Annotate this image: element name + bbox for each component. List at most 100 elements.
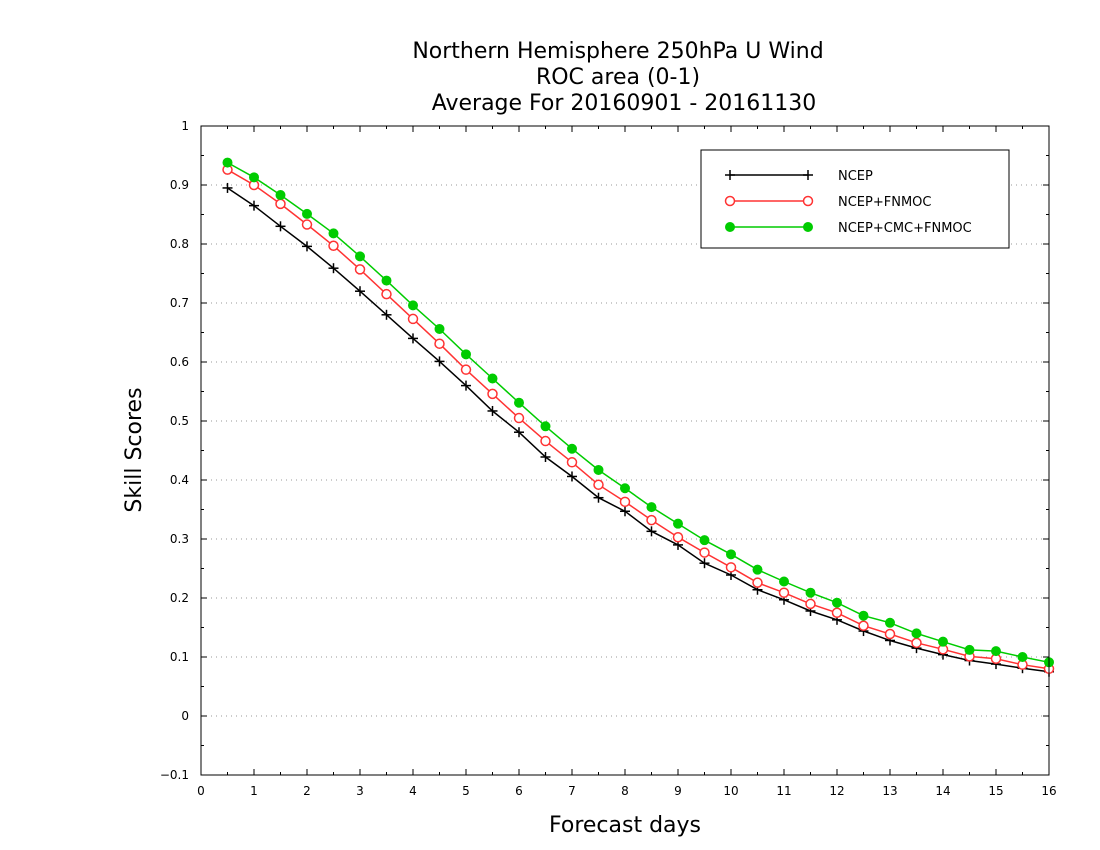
data-point <box>938 636 948 647</box>
y-axis-label: Skill Scores <box>122 387 147 512</box>
chart-title-line-2: ROC area (0-1) <box>536 65 700 90</box>
data-point <box>699 535 710 546</box>
data-point <box>408 300 418 311</box>
y-tick-label: 1 <box>181 119 189 133</box>
y-tick-label: 0.9 <box>170 178 189 192</box>
data-point <box>620 506 630 517</box>
x-tick-label: 15 <box>988 784 1003 798</box>
data-series <box>222 157 1055 677</box>
data-point <box>328 240 339 252</box>
y-tick-label: 0.6 <box>170 355 189 369</box>
data-point <box>593 492 604 503</box>
data-point <box>460 364 472 375</box>
series-ncep-fnmoc <box>222 164 1055 675</box>
y-tick-label: 0.3 <box>170 532 189 546</box>
data-point <box>779 576 789 587</box>
data-point <box>275 198 286 210</box>
data-point <box>620 483 630 494</box>
legend-entries: NCEP NCEP+FNMOC NCEP+CMC+FNMOC <box>724 169 972 236</box>
data-point <box>858 620 869 631</box>
data-point <box>646 526 657 537</box>
x-tick-label: 3 <box>356 784 364 798</box>
data-point <box>354 264 366 275</box>
series-ncep <box>222 182 1054 677</box>
y-tick-label: 0.1 <box>170 650 189 664</box>
data-point <box>567 471 577 482</box>
data-point <box>832 597 842 608</box>
data-point <box>355 251 365 262</box>
legend-entry: NCEP+CMC+FNMOC <box>725 221 972 236</box>
data-point <box>672 531 684 543</box>
legend-marker <box>802 195 814 207</box>
legend: NCEP NCEP+FNMOC NCEP+CMC+FNMOC <box>700 149 1010 249</box>
x-axis-label: Forecast days <box>549 813 701 838</box>
data-point <box>461 380 471 391</box>
data-point <box>487 388 498 400</box>
x-tick-label: 13 <box>882 784 897 798</box>
x-tick-label: 4 <box>409 784 417 798</box>
legend-label: NCEP+CMC+FNMOC <box>838 221 972 236</box>
x-tick-label: 12 <box>829 784 844 798</box>
data-point <box>408 333 418 344</box>
data-point <box>911 637 922 649</box>
chart-title: Northern Hemisphere 250hPa U Wind ROC ar… <box>412 39 823 116</box>
data-point <box>884 628 896 640</box>
axis-ticks: −0.100.10.20.30.40.50.60.70.80.910 1 2 3 4 5 6… <box>160 119 1057 798</box>
data-point <box>885 617 895 628</box>
y-tick-label: 0.4 <box>170 473 189 487</box>
x-tick-label: 7 <box>568 784 576 798</box>
data-point <box>540 451 551 462</box>
data-point <box>673 518 683 529</box>
x-tick-label: 11 <box>776 784 791 798</box>
chart-title-line-1: Northern Hemisphere 250hPa U Wind <box>412 39 823 64</box>
legend-label: NCEP+FNMOC <box>838 195 931 210</box>
data-point <box>275 221 286 232</box>
legend-marker <box>803 222 813 232</box>
data-point <box>434 338 445 349</box>
y-tick-label: 0.7 <box>170 296 189 310</box>
data-point <box>302 241 312 252</box>
data-point <box>487 405 498 416</box>
data-point <box>540 421 551 432</box>
data-point <box>514 427 524 438</box>
data-point <box>831 607 843 618</box>
x-tick-label: 0 <box>197 784 205 798</box>
x-tick-label: 6 <box>515 784 523 798</box>
data-point <box>434 323 445 334</box>
series-line <box>227 187 1050 673</box>
data-point <box>249 172 259 183</box>
y-tick-label: 0 <box>181 709 189 723</box>
data-point <box>381 309 392 320</box>
legend-marker <box>724 195 736 207</box>
data-point <box>434 356 445 367</box>
data-point <box>911 628 922 639</box>
data-point <box>858 610 869 621</box>
data-point <box>964 644 975 655</box>
y-tick-label: 0.8 <box>170 237 189 251</box>
series-ncep-cmc-fnmoc <box>222 157 1054 668</box>
data-point <box>222 157 233 168</box>
data-point <box>699 558 710 569</box>
data-point <box>328 263 339 274</box>
x-tick-label: 2 <box>303 784 311 798</box>
data-point <box>1017 652 1028 662</box>
data-point <box>513 412 525 424</box>
data-point <box>646 502 657 513</box>
data-point <box>407 313 419 325</box>
data-point <box>593 479 604 490</box>
y-tick-label: 0.2 <box>170 591 189 605</box>
data-point <box>752 564 763 575</box>
y-tick-label: −0.1 <box>160 768 189 782</box>
x-tick-label: 5 <box>462 784 470 798</box>
plot-area-frame <box>200 125 1050 776</box>
x-tick-label: 16 <box>1041 784 1056 798</box>
data-point <box>275 190 286 201</box>
data-point <box>249 200 259 211</box>
data-point <box>381 288 392 300</box>
x-tick-label: 9 <box>674 784 682 798</box>
x-tick-label: 10 <box>723 784 738 798</box>
data-point <box>540 435 551 447</box>
data-point <box>699 547 710 558</box>
chart-title-line-3: Average For 20160901 - 20161130 <box>432 91 817 116</box>
data-point <box>805 587 816 598</box>
